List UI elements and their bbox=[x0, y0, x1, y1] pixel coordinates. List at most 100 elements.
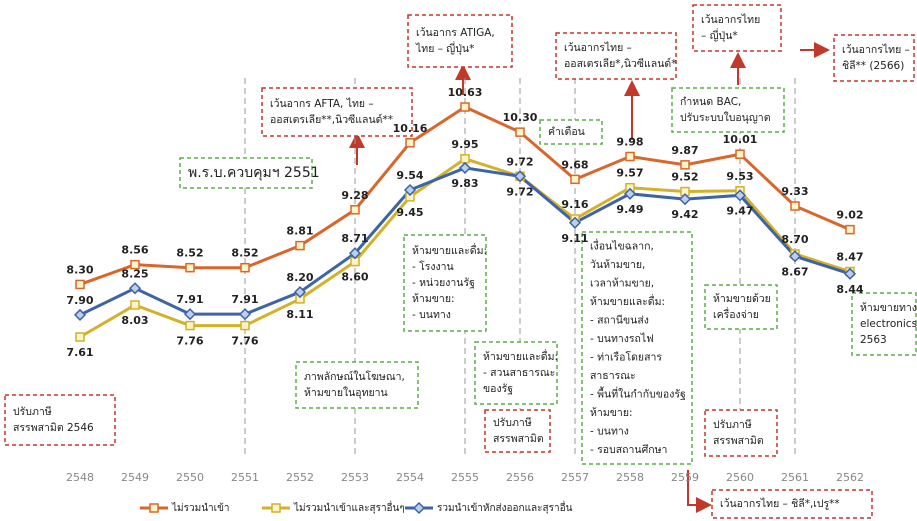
data-label: 9.98 bbox=[616, 136, 643, 149]
data-label: 8.60 bbox=[341, 271, 368, 284]
data-label: 9.33 bbox=[781, 185, 808, 198]
data-label: 8.52 bbox=[176, 247, 203, 260]
x-tick-label: 2554 bbox=[396, 471, 424, 484]
point bbox=[405, 138, 415, 148]
annotation-box bbox=[833, 34, 915, 82]
annotation-text: ห้ามขาย: bbox=[590, 407, 633, 419]
annotation-text: – ญี่ปุ่น* bbox=[701, 28, 738, 42]
x-tick-label: 2560 bbox=[726, 471, 754, 484]
data-label: 9.28 bbox=[341, 189, 368, 202]
annotation-text: ห้ามขายด้วย bbox=[713, 293, 771, 305]
point bbox=[790, 201, 800, 211]
point bbox=[843, 267, 857, 280]
x-tick-label: 2555 bbox=[451, 471, 479, 484]
point bbox=[348, 247, 362, 260]
legend-label: ไม่รวมนำเข้าและสุราอื่นๆ bbox=[293, 500, 405, 514]
annotation-text: เงื่อนไขฉลาก, bbox=[590, 238, 654, 252]
point bbox=[240, 320, 250, 331]
annotation-text: - หน่วยงานรัฐ bbox=[412, 277, 475, 289]
annotation-text: คำเตือน bbox=[548, 125, 585, 138]
x-tick-label: 2550 bbox=[176, 471, 204, 484]
legend-label: ไม่รวมนำเข้า bbox=[171, 502, 230, 514]
point bbox=[240, 262, 250, 273]
annotation-text: ห้ามขายและดื่ม: bbox=[483, 349, 558, 363]
data-label: 9.72 bbox=[506, 185, 533, 198]
arrow bbox=[687, 470, 712, 513]
annotation-text: สรรพสามิต bbox=[713, 435, 764, 447]
x-tick-label: 2549 bbox=[121, 471, 149, 484]
annotation-text: ชิลี** (2566) bbox=[842, 59, 904, 72]
annotation-text: เว้นอากร ATIGA, bbox=[416, 27, 495, 39]
annotation-box bbox=[484, 409, 551, 453]
point bbox=[149, 503, 159, 513]
data-label: 8.70 bbox=[781, 233, 808, 246]
data-label: 9.54 bbox=[396, 169, 423, 182]
data-label: 8.52 bbox=[231, 247, 258, 260]
point bbox=[460, 102, 470, 112]
annotation-text: ห้ามขายและดื่ม: bbox=[412, 243, 487, 257]
data-label: 9.45 bbox=[396, 206, 423, 219]
point bbox=[130, 300, 140, 310]
x-tick-label: 2562 bbox=[836, 471, 864, 484]
annotation-box bbox=[403, 234, 487, 332]
point bbox=[460, 154, 470, 164]
annotation-text: พ.ร.บ.ควบคุมฯ 2551 bbox=[188, 165, 320, 181]
annotation-box bbox=[539, 119, 603, 145]
annotation-box bbox=[704, 284, 778, 330]
annotation-text: ไทย – ญี่ปุ่น* bbox=[415, 41, 474, 55]
point bbox=[238, 308, 252, 321]
data-label: 9.42 bbox=[671, 208, 698, 221]
annotation-box bbox=[555, 32, 677, 80]
data-label: 7.76 bbox=[176, 335, 203, 348]
data-label: 9.16 bbox=[561, 198, 588, 211]
data-label: 8.30 bbox=[66, 263, 93, 276]
data-label: 8.47 bbox=[836, 251, 863, 264]
annotation-text: ห้ามขายและดื่ม: bbox=[590, 294, 665, 308]
annotation-text: - บนทาง bbox=[412, 309, 451, 321]
data-label: 8.03 bbox=[121, 314, 148, 327]
annotation-text: เครื่องจ่าย bbox=[713, 307, 759, 321]
annotation-text: ออสเตรเลีย**,นิวซีแลนด์** bbox=[270, 113, 393, 126]
annotation-box bbox=[711, 489, 873, 519]
data-label: 10.63 bbox=[448, 86, 483, 99]
point bbox=[458, 161, 472, 174]
point bbox=[75, 279, 85, 290]
point bbox=[735, 149, 745, 159]
point bbox=[350, 205, 360, 215]
data-label: 8.56 bbox=[121, 244, 148, 257]
annotation-text: - โรงงาน bbox=[412, 260, 454, 273]
x-tick-label: 2553 bbox=[341, 471, 369, 484]
annotation-text: เว้นอากรไทย bbox=[701, 13, 760, 26]
x-tick-label: 2552 bbox=[286, 471, 314, 484]
point bbox=[271, 503, 281, 513]
arrows bbox=[349, 42, 830, 513]
data-label: 8.11 bbox=[286, 308, 313, 321]
annotation-text: ออสเตรเลีย*,นิวซีแลนด์* bbox=[564, 57, 676, 70]
annotation-box bbox=[704, 409, 778, 457]
x-tick-label: 2548 bbox=[66, 471, 94, 484]
point bbox=[75, 332, 85, 342]
point bbox=[185, 320, 195, 331]
annotation-text: - พื้นที่ในกำกับของรัฐ bbox=[590, 386, 686, 400]
x-tick-label: 2556 bbox=[506, 471, 534, 484]
point bbox=[185, 262, 195, 273]
annotation-text: เว้นอากรไทย – bbox=[842, 43, 910, 56]
data-label: 9.53 bbox=[726, 170, 753, 183]
data-label: 9.68 bbox=[561, 158, 588, 171]
annotation-text: สาธารณะ bbox=[590, 370, 636, 382]
annotation-text: เว้นอากร AFTA, ไทย – bbox=[270, 97, 374, 110]
annotation-text: ภาพลักษณ์ในโฆษณา, bbox=[304, 370, 405, 383]
x-tick-label: 2559 bbox=[671, 471, 699, 484]
data-label: 7.90 bbox=[66, 294, 93, 307]
data-label: 10.16 bbox=[393, 122, 428, 135]
annotation-box bbox=[179, 157, 313, 189]
x-tick-label: 2551 bbox=[231, 471, 259, 484]
annotation-text: ปรับภาษี bbox=[713, 418, 752, 431]
data-label: 7.76 bbox=[231, 335, 258, 348]
data-label: 9.11 bbox=[561, 232, 588, 245]
data-label: 8.25 bbox=[121, 267, 148, 280]
data-label: 9.49 bbox=[616, 203, 643, 216]
point bbox=[515, 127, 525, 137]
data-label: 7.61 bbox=[66, 346, 93, 359]
